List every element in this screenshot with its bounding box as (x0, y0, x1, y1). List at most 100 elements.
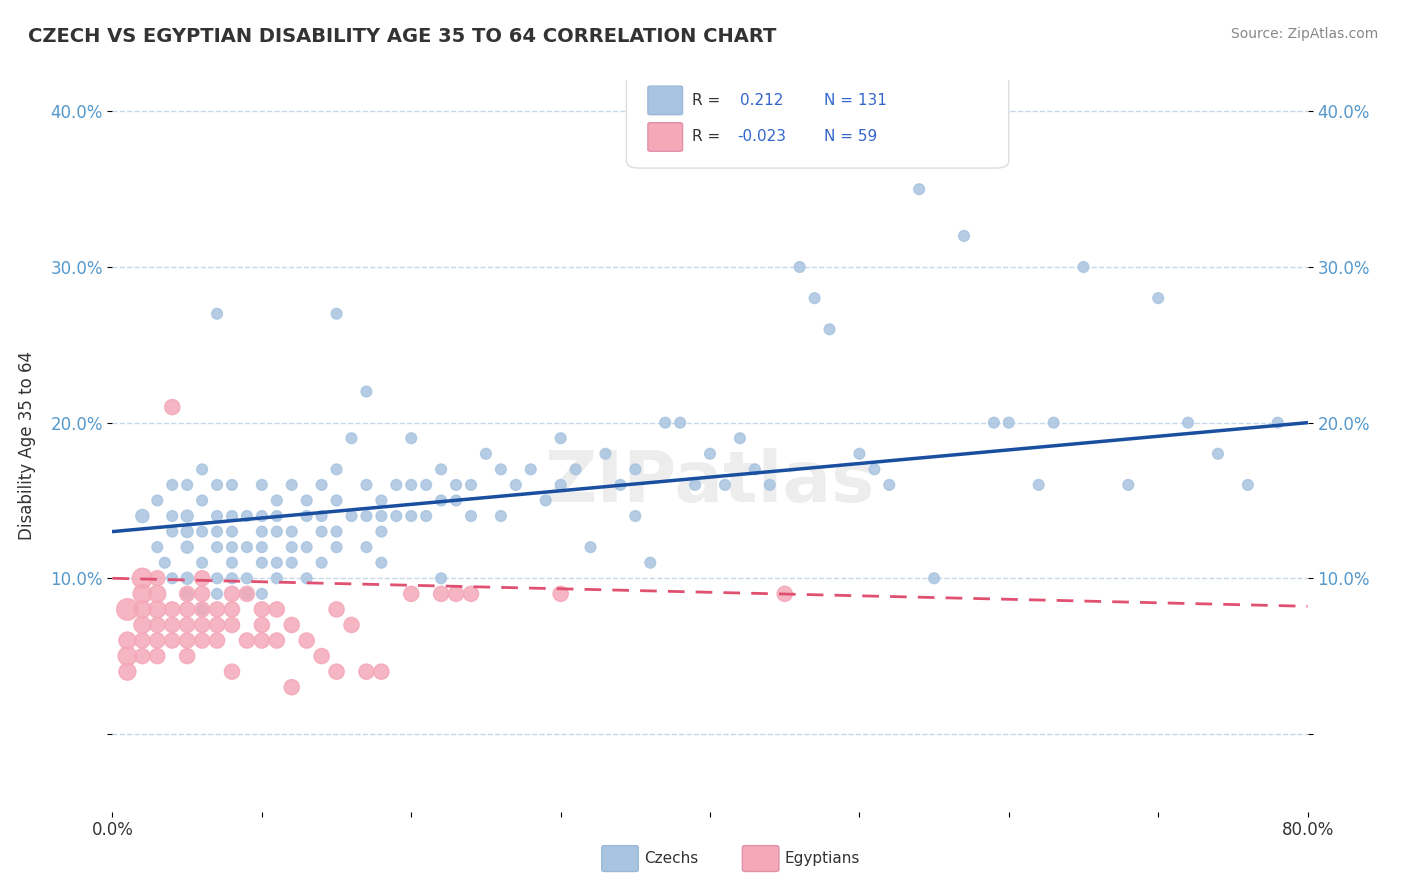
Point (430, 571, 453, 585)
Point (444, 478, 467, 492)
Point (550, 431, 572, 445)
Point (475, 447, 498, 461)
Point (818, 322, 841, 336)
Point (266, 509, 288, 524)
Point (789, 260, 811, 274)
Point (295, 540, 318, 554)
Point (266, 571, 288, 585)
Point (191, 618, 214, 632)
Text: Source: ZipAtlas.com: Source: ZipAtlas.com (1230, 27, 1378, 41)
Point (430, 493, 453, 508)
Point (236, 540, 259, 554)
Point (176, 587, 198, 601)
Point (191, 602, 214, 616)
Point (250, 633, 273, 648)
Point (162, 509, 183, 524)
Point (370, 524, 392, 539)
Point (176, 649, 198, 664)
Point (176, 540, 198, 554)
Point (311, 524, 333, 539)
Point (401, 509, 423, 524)
Point (683, 478, 706, 492)
Point (295, 493, 318, 508)
Point (131, 649, 153, 664)
Point (624, 509, 647, 524)
Point (325, 540, 347, 554)
Point (281, 618, 304, 632)
Point (311, 478, 333, 492)
Point (221, 540, 243, 554)
Point (803, 291, 825, 305)
Point (1177, 416, 1199, 430)
Point (176, 571, 198, 585)
Point (1042, 416, 1064, 430)
Text: CZECH VS EGYPTIAN DISABILITY AGE 35 TO 64 CORRELATION CHART: CZECH VS EGYPTIAN DISABILITY AGE 35 TO 6… (28, 27, 776, 45)
Point (773, 587, 796, 601)
Point (162, 571, 183, 585)
Point (1073, 260, 1095, 274)
Point (953, 228, 976, 243)
Point (714, 478, 737, 492)
Point (162, 618, 183, 632)
Point (564, 462, 586, 476)
Point (236, 509, 259, 524)
Point (356, 540, 378, 554)
Point (146, 602, 169, 616)
Point (117, 602, 139, 616)
Point (356, 509, 378, 524)
Point (281, 524, 304, 539)
Point (922, 571, 945, 585)
Point (325, 665, 347, 679)
Point (153, 556, 176, 570)
Point (385, 509, 408, 524)
Point (191, 633, 214, 648)
Point (415, 509, 437, 524)
Point (505, 478, 527, 492)
Text: R =: R = (692, 129, 720, 145)
Point (401, 431, 423, 445)
Point (131, 571, 153, 585)
Point (983, 416, 1005, 430)
Point (250, 524, 273, 539)
Point (325, 524, 347, 539)
Point (295, 633, 318, 648)
Point (146, 540, 169, 554)
Point (340, 509, 363, 524)
Point (221, 665, 243, 679)
FancyBboxPatch shape (627, 73, 1010, 168)
Point (266, 493, 288, 508)
Point (191, 571, 214, 585)
Point (744, 462, 766, 476)
Text: Czechs: Czechs (644, 852, 699, 866)
Point (281, 556, 304, 570)
Point (879, 478, 901, 492)
Point (146, 618, 169, 632)
Point (221, 478, 243, 492)
Point (191, 462, 214, 476)
Point (205, 307, 228, 321)
Point (162, 400, 183, 414)
Point (176, 587, 198, 601)
Point (236, 633, 259, 648)
Text: R =: R = (692, 93, 720, 108)
Point (266, 633, 288, 648)
Point (295, 571, 318, 585)
Point (356, 478, 378, 492)
Point (1237, 478, 1260, 492)
Point (131, 633, 153, 648)
Point (176, 618, 198, 632)
Point (654, 416, 676, 430)
Point (176, 478, 198, 492)
Point (356, 384, 378, 399)
Point (444, 493, 467, 508)
Text: Egyptians: Egyptians (785, 852, 860, 866)
Point (385, 478, 408, 492)
Point (1118, 478, 1140, 492)
Point (728, 431, 751, 445)
Point (191, 556, 214, 570)
Point (624, 462, 647, 476)
Point (176, 633, 198, 648)
Point (176, 509, 198, 524)
Point (311, 556, 333, 570)
Point (579, 540, 602, 554)
